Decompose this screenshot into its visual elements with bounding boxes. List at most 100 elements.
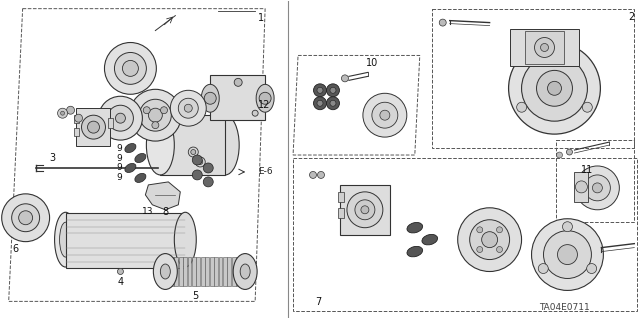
Ellipse shape (407, 246, 422, 257)
Circle shape (179, 98, 198, 118)
Bar (575, 172, 588, 202)
Circle shape (204, 163, 213, 173)
Circle shape (347, 192, 383, 228)
Bar (338, 192, 344, 202)
Bar (525, 31, 564, 64)
Circle shape (234, 78, 242, 86)
Text: 6: 6 (13, 244, 19, 254)
Circle shape (2, 194, 49, 241)
Circle shape (575, 166, 620, 210)
Circle shape (557, 245, 577, 264)
Bar (227, 256, 231, 286)
Bar (74, 115, 79, 123)
Circle shape (317, 100, 323, 106)
Circle shape (361, 206, 369, 214)
Ellipse shape (240, 264, 250, 279)
Circle shape (547, 81, 561, 95)
Text: E-6: E-6 (258, 167, 273, 176)
Circle shape (88, 121, 99, 133)
Text: TA04E0711: TA04E0711 (539, 303, 590, 312)
Circle shape (330, 87, 336, 93)
Bar (223, 256, 227, 286)
Circle shape (143, 107, 150, 114)
Circle shape (317, 87, 323, 93)
Bar (183, 256, 187, 286)
Text: 2: 2 (628, 12, 635, 22)
Text: 10: 10 (366, 58, 378, 69)
Circle shape (314, 97, 326, 110)
Circle shape (81, 115, 106, 139)
Circle shape (363, 93, 407, 137)
Circle shape (317, 171, 324, 178)
Circle shape (470, 220, 509, 260)
Circle shape (188, 147, 198, 157)
Bar (196, 256, 200, 286)
Circle shape (129, 89, 181, 141)
Circle shape (477, 247, 483, 253)
Circle shape (330, 100, 336, 106)
Circle shape (326, 84, 339, 97)
Bar (65, 213, 186, 268)
Circle shape (161, 107, 168, 114)
Ellipse shape (154, 254, 177, 289)
Ellipse shape (125, 144, 136, 152)
Bar (210, 256, 214, 286)
Ellipse shape (147, 115, 174, 175)
Bar (214, 256, 218, 286)
Circle shape (516, 102, 527, 112)
Circle shape (115, 52, 147, 84)
Circle shape (557, 152, 563, 158)
Bar (232, 256, 236, 286)
Circle shape (477, 227, 483, 233)
Circle shape (522, 56, 588, 121)
Bar (192, 256, 196, 286)
Circle shape (170, 90, 206, 126)
Bar (188, 256, 191, 286)
Ellipse shape (256, 84, 274, 112)
Text: 12: 12 (258, 100, 271, 110)
Text: 9: 9 (116, 144, 122, 152)
Bar (168, 218, 188, 234)
Circle shape (532, 219, 604, 290)
Circle shape (12, 204, 40, 232)
Circle shape (148, 108, 163, 122)
Bar (210, 75, 265, 120)
Ellipse shape (201, 84, 220, 112)
Bar (74, 128, 79, 136)
Circle shape (104, 42, 156, 94)
Circle shape (587, 263, 596, 273)
Circle shape (192, 155, 202, 165)
Ellipse shape (422, 234, 438, 245)
Circle shape (563, 222, 572, 232)
Text: 9: 9 (116, 163, 122, 173)
Circle shape (140, 99, 172, 131)
Bar (174, 256, 178, 286)
Bar (76, 108, 111, 146)
Circle shape (115, 113, 125, 123)
Text: 8: 8 (162, 207, 168, 217)
Circle shape (543, 231, 591, 278)
Ellipse shape (135, 153, 146, 163)
Circle shape (314, 84, 326, 97)
Bar (201, 256, 205, 286)
Circle shape (61, 111, 65, 115)
Polygon shape (145, 182, 180, 210)
Ellipse shape (60, 222, 72, 257)
Bar (205, 256, 209, 286)
Bar (340, 185, 390, 235)
Circle shape (575, 181, 588, 193)
Circle shape (497, 227, 502, 233)
Circle shape (310, 171, 317, 178)
Circle shape (58, 108, 68, 118)
Ellipse shape (211, 115, 239, 175)
Circle shape (538, 263, 548, 273)
Circle shape (122, 60, 138, 76)
Ellipse shape (174, 212, 196, 267)
Circle shape (118, 269, 124, 274)
Text: 4: 4 (117, 278, 124, 287)
Circle shape (534, 38, 554, 57)
Bar (179, 256, 182, 286)
Text: 5: 5 (192, 292, 198, 301)
Circle shape (582, 102, 592, 112)
Circle shape (342, 75, 348, 82)
